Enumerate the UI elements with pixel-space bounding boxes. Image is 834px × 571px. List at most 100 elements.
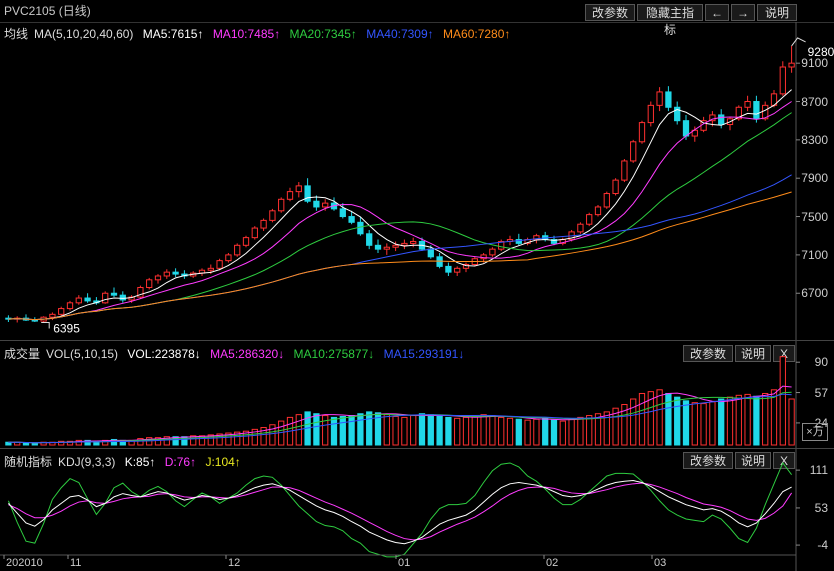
- candle-down: [682, 120, 690, 137]
- candle-up: [489, 248, 496, 256]
- kdj-help-button[interactable]: 说明: [735, 452, 771, 469]
- price-tick-label: 9100: [801, 56, 828, 71]
- volume-bar: [330, 416, 338, 446]
- kdj-chart[interactable]: [0, 449, 834, 571]
- candle-up: [454, 267, 461, 273]
- volume-bar: [542, 417, 549, 446]
- volume-bar: [647, 391, 654, 446]
- volume-bar: [339, 415, 346, 446]
- volume-bar: [735, 394, 742, 446]
- date-tick-label: 02: [546, 557, 559, 569]
- candle-down: [119, 294, 126, 301]
- volume-tick-label: 90: [814, 355, 828, 370]
- modify-params-button[interactable]: 改参数: [585, 4, 635, 21]
- volume-bar: [269, 424, 276, 446]
- volume-bar: [313, 413, 320, 446]
- candle-up: [295, 185, 302, 193]
- volume-bar: [462, 416, 470, 446]
- volume-bar: [84, 439, 91, 446]
- price-tick-label: 7100: [801, 247, 828, 262]
- candle-down: [366, 233, 373, 246]
- volume-tick-label: 57: [814, 385, 828, 400]
- kdj-j-value: J:104↑: [205, 455, 241, 469]
- volume-indicator-params: VOL(5,10,15): [46, 347, 119, 361]
- volume-tick-label: 24: [814, 415, 828, 430]
- kdj-close-button[interactable]: X: [773, 452, 795, 469]
- ma60-value: MA60:7280↑: [443, 27, 511, 41]
- price-tick-label: 7900: [801, 171, 828, 186]
- candle-up: [638, 122, 646, 143]
- volume-bar: [506, 417, 514, 446]
- volume-unit: ×万: [802, 423, 828, 441]
- volume-bar: [251, 428, 258, 446]
- candle-up: [612, 179, 619, 195]
- candle-down: [374, 244, 382, 250]
- low-price-label: 6395: [53, 321, 80, 335]
- main-panel: 均线 MA(5,10,20,40,60) MA5:7615↑ MA10:7485↑…: [0, 22, 834, 340]
- low-marker: [41, 321, 50, 329]
- kdj-tick-label: 53: [814, 500, 828, 515]
- scroll-right-button[interactable]: →: [731, 4, 755, 21]
- volume-modify-params-button[interactable]: 改参数: [683, 345, 733, 362]
- ma5-line: [8, 89, 792, 321]
- candle-down: [304, 185, 311, 202]
- candle-down: [515, 239, 522, 244]
- volume-indicator-name: 成交量: [4, 347, 41, 361]
- volume-bar: [31, 442, 38, 446]
- candle-down: [172, 271, 179, 275]
- candlestick-chart[interactable]: 9280 6395: [0, 22, 834, 340]
- volume-ma5-line: [8, 385, 792, 444]
- volume-bar: [75, 439, 82, 446]
- kdj-tick-label: 111: [809, 463, 828, 478]
- volume-panel: 成交量 VOL(5,10,15) VOL:223878↓ MA5:286320↓ …: [0, 340, 834, 449]
- kdj-tick-label: -4: [817, 538, 828, 553]
- candle-up: [58, 308, 65, 315]
- volume-bar: [374, 412, 382, 446]
- price-tick-label: 8700: [801, 94, 828, 109]
- kdj-k-line: [8, 480, 792, 545]
- ma10-line: [8, 101, 792, 321]
- kdj-legend: 随机指标 KDJ(9,3,3) K:85↑ D:76↑ J:104↑: [4, 453, 247, 470]
- scroll-left-button[interactable]: ←: [705, 4, 729, 21]
- volume-bar: [691, 402, 698, 446]
- candle-down: [718, 114, 725, 126]
- volume-help-button[interactable]: 说明: [735, 345, 771, 362]
- volume-bar: [779, 356, 786, 446]
- volume-bar: [568, 418, 575, 446]
- candle-up: [137, 286, 144, 298]
- candle-up: [278, 198, 285, 212]
- candle-up: [322, 202, 329, 208]
- candle-up: [401, 242, 408, 246]
- candle-up: [75, 297, 82, 304]
- candle-up: [577, 223, 584, 233]
- volume-bar: [154, 437, 162, 446]
- volume-bar: [674, 396, 681, 446]
- candle-up: [498, 240, 505, 250]
- price-tick-label: 7500: [801, 209, 828, 224]
- candle-up: [128, 296, 135, 301]
- help-button[interactable]: 说明: [757, 4, 797, 21]
- candle-up: [286, 191, 294, 200]
- candle-up: [207, 267, 214, 271]
- volume-chart[interactable]: [0, 341, 834, 449]
- candle-down: [339, 208, 346, 218]
- candle-down: [357, 221, 364, 235]
- kdj-modify-params-button[interactable]: 改参数: [683, 452, 733, 469]
- arrow-left-icon: ←: [711, 6, 723, 20]
- volume-bar: [498, 416, 505, 446]
- candle-up: [779, 66, 786, 95]
- volume-bar: [383, 414, 390, 446]
- volume-bar: [753, 395, 760, 446]
- volume-bar: [22, 442, 30, 446]
- price-tick-label: 6700: [801, 286, 828, 301]
- hide-main-indicator-button[interactable]: 隐藏主指标: [637, 4, 703, 37]
- candle-up: [735, 106, 742, 120]
- candle-up: [788, 62, 795, 68]
- volume-bar: [533, 418, 540, 446]
- volume-bar: [770, 389, 778, 446]
- candle-up: [410, 240, 417, 244]
- candle-up: [630, 141, 637, 162]
- arrow-right-icon: →: [737, 6, 749, 20]
- volume-ma5-value: MA5:286320↓: [210, 347, 285, 361]
- volume-bar: [682, 400, 690, 446]
